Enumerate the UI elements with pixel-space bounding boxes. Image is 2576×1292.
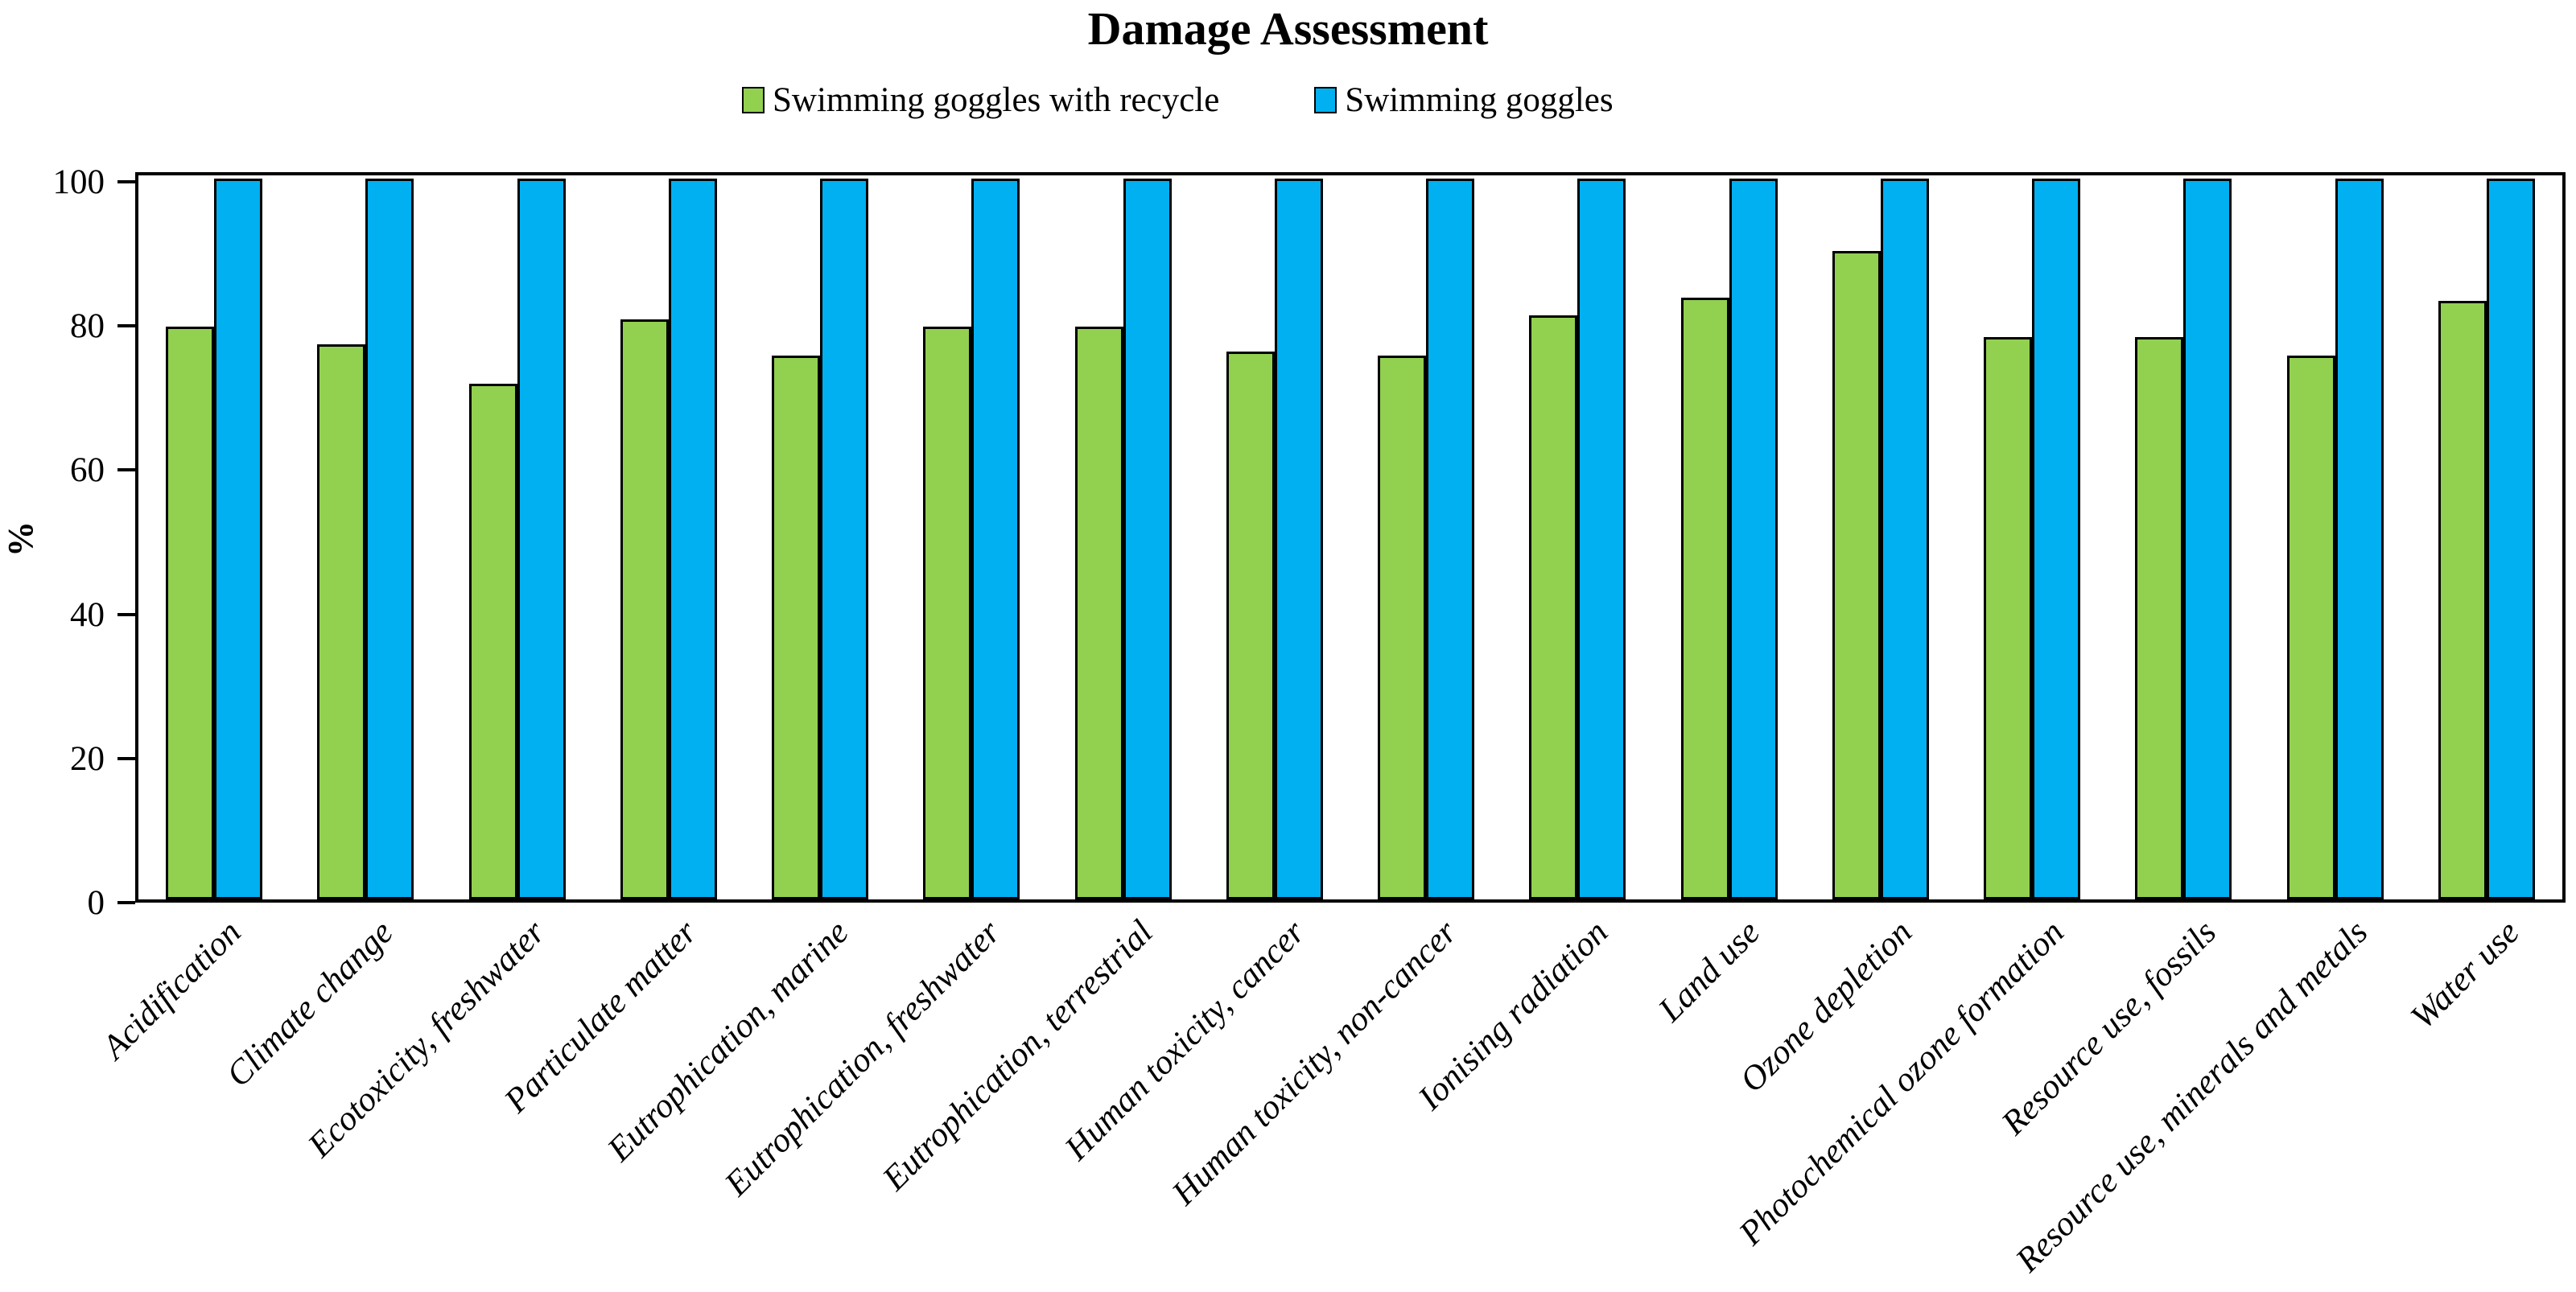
y-axis-tick-mark	[117, 756, 135, 760]
y-axis-tick-label: 0	[87, 884, 105, 922]
bar-swimming-goggles	[2183, 179, 2232, 899]
x-axis-label: Land use	[1651, 913, 1768, 1030]
x-axis-label: Human toxicity, non-cancer	[1164, 913, 1464, 1213]
legend-item-1: Swimming goggles	[1314, 80, 1614, 120]
bar-swimming-goggles	[1426, 179, 1475, 899]
bar-swimming-goggles	[365, 179, 414, 899]
legend: Swimming goggles with recycle Swimming go…	[742, 80, 1614, 120]
bar-group	[1350, 175, 1502, 899]
bar-swimming-goggles-with-recycle	[1529, 315, 1578, 899]
bar-swimming-goggles-with-recycle	[317, 344, 366, 899]
bar-group	[1805, 175, 1956, 899]
bar-swimming-goggles-with-recycle	[2286, 355, 2335, 899]
bar-swimming-goggles-with-recycle	[1680, 297, 1729, 899]
bar-swimming-goggles	[1274, 179, 1323, 899]
legend-swatch-icon	[742, 87, 765, 113]
y-axis-tick-mark	[117, 324, 135, 328]
bar-swimming-goggles	[1577, 179, 1626, 899]
y-axis-tick-mark	[117, 180, 135, 183]
bar-swimming-goggles-with-recycle	[923, 326, 972, 899]
bar-group	[1048, 175, 1199, 899]
x-axis-label: Water use	[2404, 913, 2528, 1037]
bar-swimming-goggles	[668, 179, 717, 899]
bar-swimming-goggles	[1729, 179, 1778, 899]
legend-item-0: Swimming goggles with recycle	[742, 80, 1219, 120]
bar-group	[290, 175, 441, 899]
bar-swimming-goggles	[1123, 179, 1172, 899]
y-axis-tick-label: 40	[70, 595, 105, 634]
chart-title: Damage Assessment	[1087, 2, 1489, 55]
x-axis-label: Photochemical ozone formation	[1732, 913, 2071, 1253]
bar-swimming-goggles-with-recycle	[1378, 355, 1427, 899]
bar-swimming-goggles	[2335, 179, 2384, 899]
bar-group	[593, 175, 744, 899]
legend-label: Swimming goggles with recycle	[773, 81, 1220, 119]
legend-swatch-icon	[1314, 87, 1337, 113]
y-axis-tick-label: 20	[70, 739, 105, 778]
bar-swimming-goggles-with-recycle	[1226, 352, 1275, 899]
bar-swimming-goggles-with-recycle	[2438, 301, 2487, 899]
y-axis-tick-label: 60	[70, 451, 105, 490]
bar-swimming-goggles	[517, 179, 566, 899]
legend-label: Swimming goggles	[1345, 81, 1614, 119]
bar-swimming-goggles-with-recycle	[1074, 326, 1123, 899]
bar-swimming-goggles	[2032, 179, 2081, 899]
y-axis-tick-mark	[117, 468, 135, 472]
bar-group	[1502, 175, 1653, 899]
bar-group	[1654, 175, 1805, 899]
bar-group	[1956, 175, 2108, 899]
bar-group	[2260, 175, 2411, 899]
x-axis-label: Eutrophication, terrestrial	[875, 913, 1160, 1198]
y-axis-tick-label: 100	[52, 163, 105, 201]
bar-group	[1199, 175, 1350, 899]
bar-group	[2411, 175, 2562, 899]
bar-swimming-goggles-with-recycle	[2135, 337, 2184, 899]
bar-group	[896, 175, 1047, 899]
y-axis-tick-label: 80	[70, 307, 105, 346]
bar-swimming-goggles-with-recycle	[1832, 250, 1881, 899]
bar-group	[744, 175, 896, 899]
x-axis-label: Eutrophication, freshwater	[718, 913, 1008, 1204]
bar-group	[2108, 175, 2259, 899]
bar-swimming-goggles-with-recycle	[166, 326, 215, 899]
bar-swimming-goggles-with-recycle	[468, 384, 517, 899]
bar-swimming-goggles-with-recycle	[772, 355, 821, 899]
bar-group	[138, 175, 290, 899]
y-axis-tick-mark	[117, 901, 135, 904]
bar-swimming-goggles	[820, 179, 869, 899]
plot-bars	[138, 175, 2562, 899]
x-axis-label: Acidification	[95, 913, 249, 1067]
plot-area	[135, 172, 2566, 903]
bar-group	[442, 175, 593, 899]
bar-swimming-goggles	[1880, 179, 1929, 899]
bar-swimming-goggles	[971, 179, 1020, 899]
bar-swimming-goggles	[2486, 179, 2535, 899]
bar-swimming-goggles-with-recycle	[1984, 337, 2033, 899]
y-axis-tick-mark	[117, 612, 135, 616]
bar-swimming-goggles	[214, 179, 263, 899]
bar-swimming-goggles-with-recycle	[620, 319, 669, 899]
